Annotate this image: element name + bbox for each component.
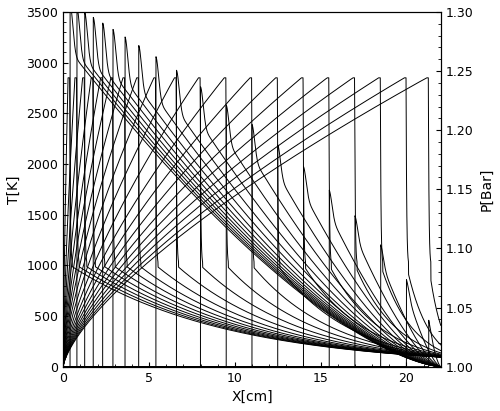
Y-axis label: T[K]: T[K] (7, 175, 21, 203)
X-axis label: X[cm]: X[cm] (231, 390, 273, 404)
Y-axis label: P[Bar]: P[Bar] (479, 168, 493, 211)
